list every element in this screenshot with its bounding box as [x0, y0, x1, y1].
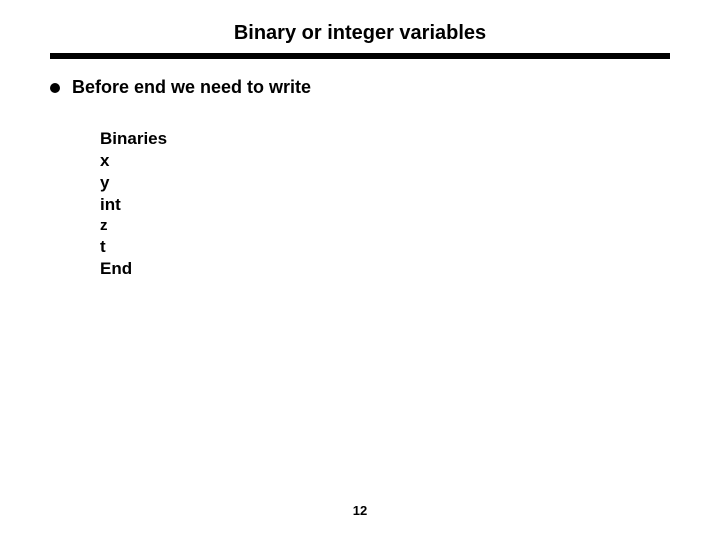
code-line: z: [100, 216, 670, 236]
code-line: int: [100, 194, 670, 216]
code-line: y: [100, 172, 670, 194]
bullet-dot-icon: [50, 83, 60, 93]
bullet-item: Before end we need to write: [50, 77, 670, 98]
page-number: 12: [0, 503, 720, 518]
slide-title: Binary or integer variables: [50, 22, 670, 45]
code-line: Binaries: [100, 128, 670, 150]
slide-container: Binary or integer variables Before end w…: [0, 0, 720, 540]
code-line: End: [100, 258, 670, 280]
code-line: x: [100, 150, 670, 172]
bullet-text: Before end we need to write: [72, 77, 311, 98]
code-line: t: [100, 236, 670, 258]
title-divider: [50, 53, 670, 59]
code-block: Binaries x y int z t End: [100, 128, 670, 280]
